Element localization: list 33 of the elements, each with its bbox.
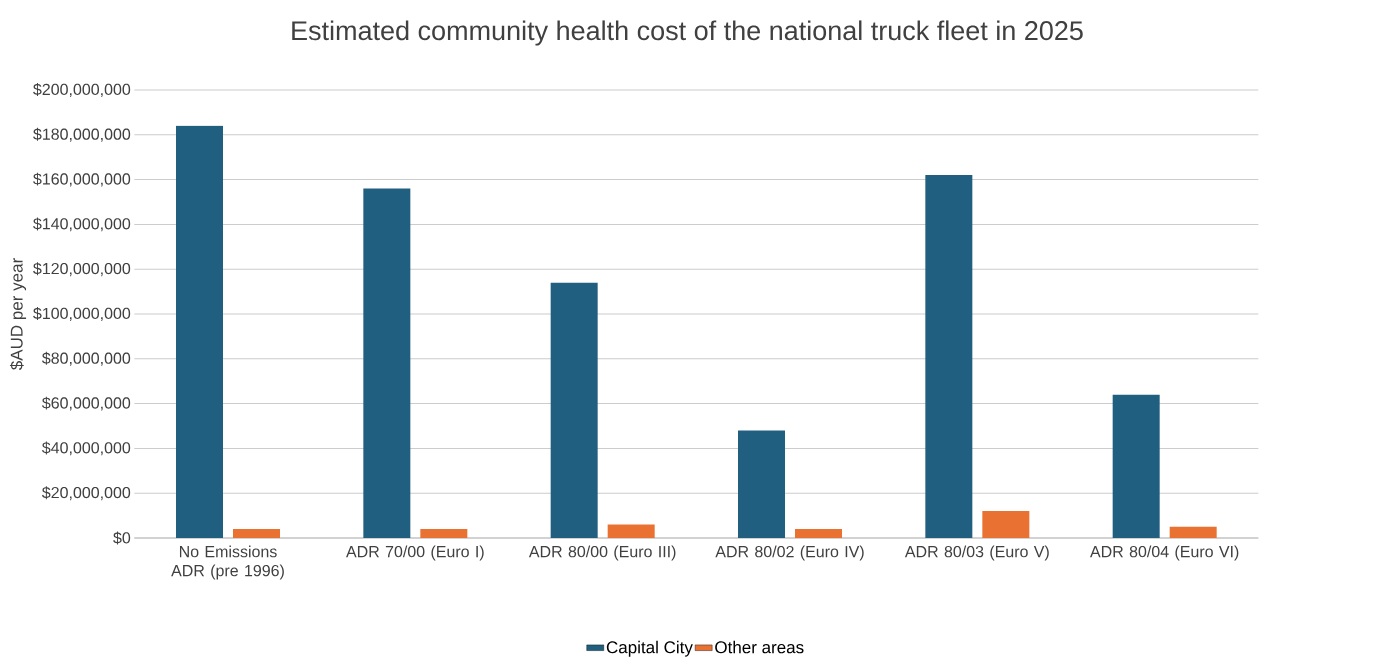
y-tick-label: $180,000,000 (33, 127, 131, 142)
bar (982, 511, 1030, 538)
y-axis-title: $AUD per year (9, 258, 27, 371)
y-tick-label: $100,000,000 (33, 307, 131, 321)
legend-label: Other areas (715, 640, 804, 654)
y-tick-label: $140,000,000 (33, 217, 131, 232)
bar (176, 125, 223, 538)
bar (1169, 526, 1217, 538)
bar (420, 529, 468, 538)
x-tick-label: ADR 80/03 (Euro V) (904, 545, 1049, 561)
y-tick-label: $160,000,000 (33, 172, 131, 187)
y-tick-label: $0 (113, 531, 131, 545)
x-tick-label: ADR 70/00 (Euro I) (346, 545, 484, 561)
bar (738, 430, 786, 538)
x-tick-label: ADR 80/04 (Euro VI) (1090, 545, 1239, 561)
y-tick-label: $80,000,000 (42, 351, 131, 366)
y-tick-label: $120,000,000 (33, 262, 131, 277)
x-tick-label: ADR 80/02 (Euro IV) (715, 545, 864, 561)
y-tick-label: $60,000,000 (42, 396, 131, 411)
y-tick-label: $40,000,000 (42, 441, 131, 456)
y-tick-label: $200,000,000 (33, 83, 131, 97)
x-tick-label: No Emissions ADR (pre 1996) (171, 545, 284, 580)
bar (607, 524, 655, 538)
bar (1112, 394, 1160, 538)
bar (795, 529, 843, 538)
bar (363, 188, 411, 538)
legend-label: Capital City (606, 640, 693, 657)
bar (233, 529, 280, 538)
bar (925, 175, 973, 538)
y-tick-label: $20,000,000 (42, 486, 131, 501)
x-tick-label: ADR 80/00 (Euro III) (528, 545, 676, 561)
chart-title: Estimated community health cost of the national truck fleet in 2025 (292, 20, 1083, 46)
bar (550, 282, 598, 538)
